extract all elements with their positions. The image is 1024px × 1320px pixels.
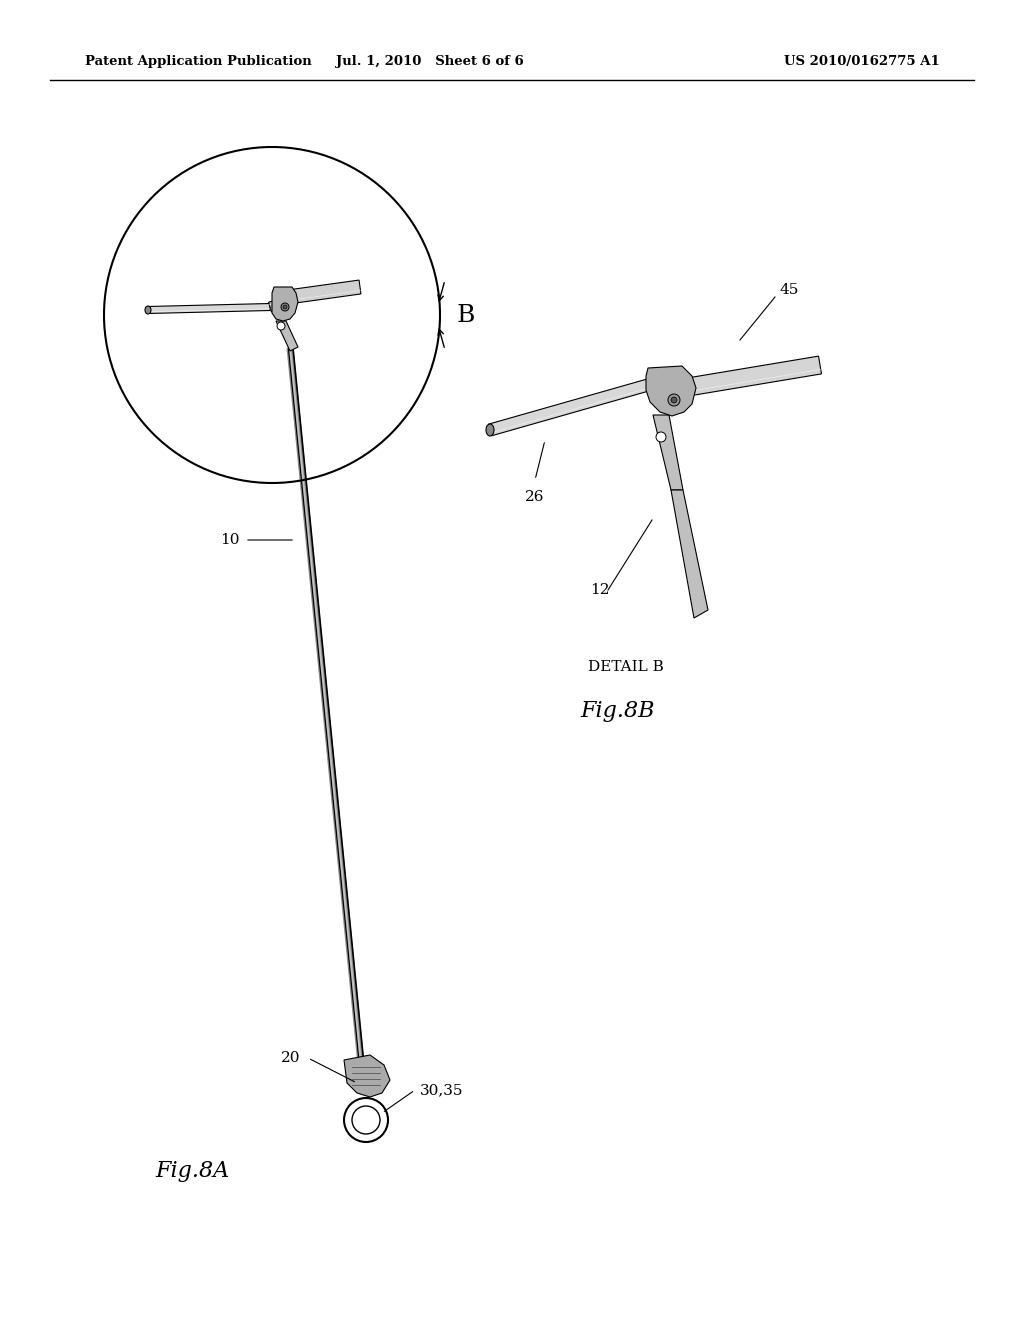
- Circle shape: [668, 393, 680, 407]
- Ellipse shape: [145, 306, 151, 314]
- Circle shape: [671, 397, 677, 403]
- Polygon shape: [653, 414, 683, 490]
- Polygon shape: [287, 280, 361, 304]
- Text: US 2010/0162775 A1: US 2010/0162775 A1: [784, 55, 940, 69]
- Text: 30,35: 30,35: [420, 1082, 464, 1097]
- Circle shape: [656, 432, 666, 442]
- Circle shape: [278, 322, 285, 330]
- Polygon shape: [147, 304, 270, 313]
- Text: 26: 26: [525, 490, 545, 504]
- Text: Fig.8A: Fig.8A: [155, 1160, 229, 1181]
- Text: B: B: [457, 304, 475, 326]
- Polygon shape: [276, 321, 298, 351]
- Text: 45: 45: [780, 282, 800, 297]
- Polygon shape: [344, 1055, 390, 1097]
- Polygon shape: [648, 378, 664, 393]
- Circle shape: [283, 305, 287, 309]
- Circle shape: [281, 304, 289, 312]
- Polygon shape: [488, 379, 649, 436]
- Text: Jul. 1, 2010   Sheet 6 of 6: Jul. 1, 2010 Sheet 6 of 6: [336, 55, 524, 69]
- Polygon shape: [272, 286, 298, 321]
- Text: 12: 12: [590, 583, 609, 597]
- Polygon shape: [646, 366, 696, 416]
- Text: 20: 20: [281, 1051, 300, 1065]
- Text: 10: 10: [220, 533, 240, 546]
- Text: DETAIL B: DETAIL B: [588, 660, 664, 675]
- Text: Patent Application Publication: Patent Application Publication: [85, 55, 311, 69]
- Text: Fig.8B: Fig.8B: [580, 700, 654, 722]
- Ellipse shape: [486, 424, 494, 436]
- Polygon shape: [669, 356, 821, 399]
- Polygon shape: [671, 490, 708, 618]
- Polygon shape: [268, 297, 290, 312]
